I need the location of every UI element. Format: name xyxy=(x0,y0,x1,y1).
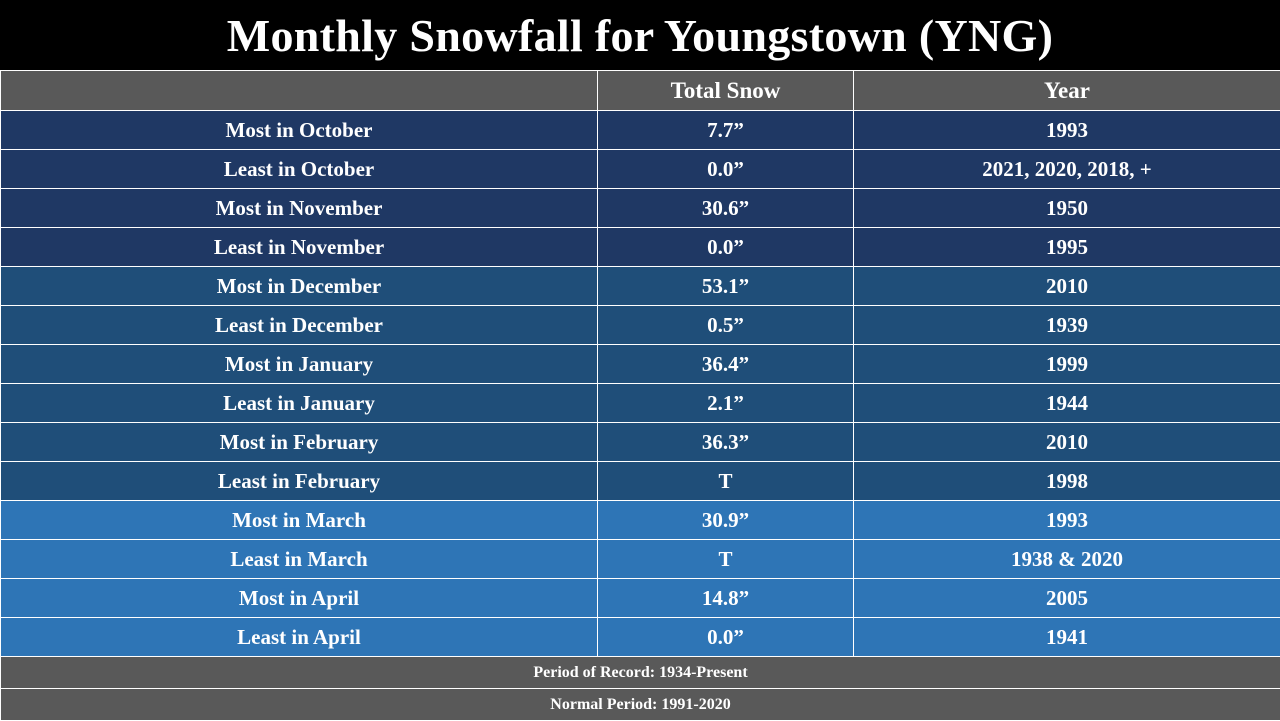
row-snow: 30.6” xyxy=(598,189,854,228)
row-snow: T xyxy=(598,540,854,579)
period-of-record: Period of Record: 1934-Present xyxy=(1,657,1280,689)
table-row: Least in January 2.1” 1944 xyxy=(1,384,1280,423)
row-snow: 0.0” xyxy=(598,228,854,267)
row-year: 1950 xyxy=(854,189,1280,228)
row-label: Most in March xyxy=(1,501,598,540)
row-snow: 0.0” xyxy=(598,618,854,657)
footer-row-record: Period of Record: 1934-Present xyxy=(1,657,1280,689)
row-year: 1938 & 2020 xyxy=(854,540,1280,579)
row-year: 1941 xyxy=(854,618,1280,657)
row-label: Most in October xyxy=(1,111,598,150)
header-year: Year xyxy=(854,71,1280,111)
row-year: 1998 xyxy=(854,462,1280,501)
table-row: Most in March 30.9” 1993 xyxy=(1,501,1280,540)
row-label: Least in April xyxy=(1,618,598,657)
snowfall-table: Total Snow Year Most in October 7.7” 199… xyxy=(0,70,1280,721)
header-total-snow: Total Snow xyxy=(598,71,854,111)
row-label: Least in February xyxy=(1,462,598,501)
row-label: Most in February xyxy=(1,423,598,462)
row-year: 2005 xyxy=(854,579,1280,618)
row-snow: 30.9” xyxy=(598,501,854,540)
row-year: 2010 xyxy=(854,267,1280,306)
table-row: Least in December 0.5” 1939 xyxy=(1,306,1280,345)
row-snow: 14.8” xyxy=(598,579,854,618)
row-label: Most in January xyxy=(1,345,598,384)
row-year: 2010 xyxy=(854,423,1280,462)
row-snow: T xyxy=(598,462,854,501)
table-row: Most in October 7.7” 1993 xyxy=(1,111,1280,150)
row-label: Least in December xyxy=(1,306,598,345)
row-label: Most in April xyxy=(1,579,598,618)
table-row: Least in March T 1938 & 2020 xyxy=(1,540,1280,579)
row-label: Most in November xyxy=(1,189,598,228)
row-year: 1995 xyxy=(854,228,1280,267)
row-snow: 36.4” xyxy=(598,345,854,384)
table-row: Most in November 30.6” 1950 xyxy=(1,189,1280,228)
normal-period: Normal Period: 1991-2020 xyxy=(1,689,1280,721)
row-year: 1999 xyxy=(854,345,1280,384)
table-row: Least in October 0.0” 2021, 2020, 2018, … xyxy=(1,150,1280,189)
table-row: Least in February T 1998 xyxy=(1,462,1280,501)
table-row: Most in January 36.4” 1999 xyxy=(1,345,1280,384)
row-label: Least in November xyxy=(1,228,598,267)
page-title: Monthly Snowfall for Youngstown (YNG) xyxy=(0,0,1280,70)
row-snow: 0.0” xyxy=(598,150,854,189)
row-year: 1944 xyxy=(854,384,1280,423)
row-year: 2021, 2020, 2018, + xyxy=(854,150,1280,189)
row-snow: 7.7” xyxy=(598,111,854,150)
row-label: Least in October xyxy=(1,150,598,189)
row-year: 1993 xyxy=(854,111,1280,150)
header-label xyxy=(1,71,598,111)
table-row: Least in November 0.0” 1995 xyxy=(1,228,1280,267)
row-snow: 36.3” xyxy=(598,423,854,462)
row-snow: 53.1” xyxy=(598,267,854,306)
row-year: 1993 xyxy=(854,501,1280,540)
table-header-row: Total Snow Year xyxy=(1,71,1280,111)
table-row: Most in April 14.8” 2005 xyxy=(1,579,1280,618)
row-snow: 0.5” xyxy=(598,306,854,345)
table-row: Most in February 36.3” 2010 xyxy=(1,423,1280,462)
row-year: 1939 xyxy=(854,306,1280,345)
footer-row-normal: Normal Period: 1991-2020 xyxy=(1,689,1280,721)
table-row: Most in December 53.1” 2010 xyxy=(1,267,1280,306)
row-snow: 2.1” xyxy=(598,384,854,423)
row-label: Least in March xyxy=(1,540,598,579)
row-label: Least in January xyxy=(1,384,598,423)
row-label: Most in December xyxy=(1,267,598,306)
table-row: Least in April 0.0” 1941 xyxy=(1,618,1280,657)
